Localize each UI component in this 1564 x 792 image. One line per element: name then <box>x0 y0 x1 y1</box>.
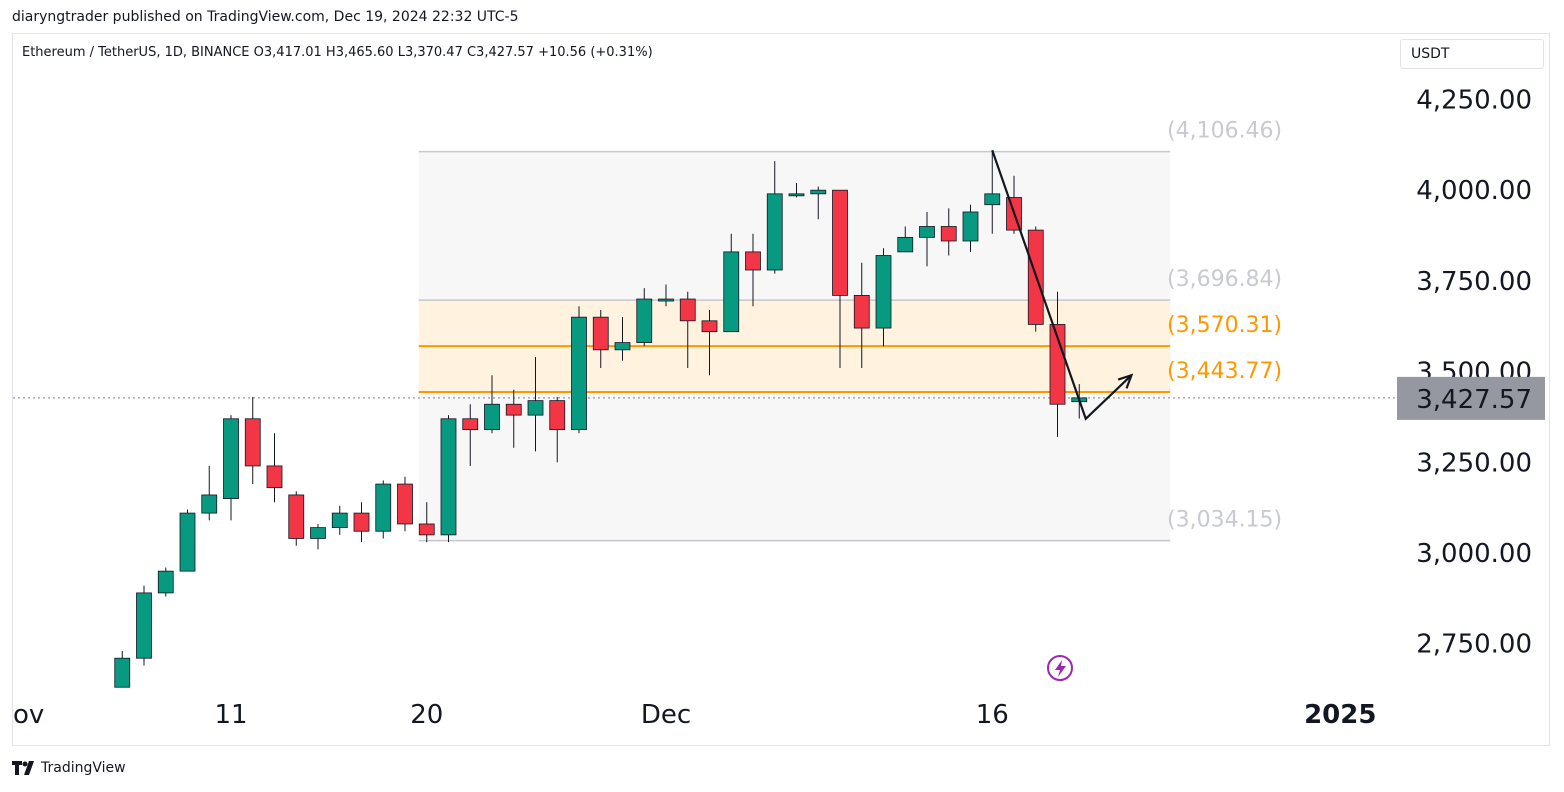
candle-body-5 <box>223 418 239 499</box>
candle-body-8 <box>288 494 305 539</box>
candle-body-15 <box>440 418 457 536</box>
fib-label-2: (3,570.31) <box>1167 313 1282 338</box>
projection-path <box>991 149 1133 421</box>
lightning-icon[interactable] <box>1047 655 1073 681</box>
candle-body-28 <box>723 251 740 333</box>
fib-zone-upper <box>418 151 1171 301</box>
y-tick-label-5: 3,000.00 <box>1416 539 1532 569</box>
candle-body-33 <box>832 189 848 296</box>
x-tick-label-4: 16 <box>976 700 1009 730</box>
candle-body-6 <box>244 418 261 467</box>
candle-body-18 <box>505 403 522 416</box>
candle-body-22 <box>592 316 609 351</box>
y-tick-label-2: 3,750.00 <box>1416 267 1532 297</box>
candle-body-29 <box>745 251 761 271</box>
candle-body-30 <box>766 193 783 271</box>
footer-brand[interactable]: TradingView <box>12 760 126 776</box>
candle-body-20 <box>549 400 566 431</box>
fib-label-0: (4,106.46) <box>1167 119 1282 144</box>
candle-body-40 <box>984 193 1001 206</box>
candle-body-10 <box>331 512 348 529</box>
current-price-label: 3,427.57 <box>1416 385 1532 415</box>
candle-body-34 <box>853 295 870 329</box>
candle-body-26 <box>679 298 696 322</box>
candle-body-0 <box>114 657 131 688</box>
candle-body-37 <box>919 226 935 238</box>
candle-body-2 <box>157 570 174 594</box>
candle-body-11 <box>353 512 370 532</box>
candle-body-32 <box>810 189 827 195</box>
x-tick-label-5: 2025 <box>1304 700 1376 730</box>
currency-selector[interactable]: USDT <box>1400 39 1544 69</box>
candle-body-13 <box>397 483 413 525</box>
fib-label-4: (3,034.15) <box>1167 508 1282 533</box>
candle-body-19 <box>527 400 544 416</box>
y-tick-label-6: 2,750.00 <box>1416 630 1532 660</box>
tradingview-logo-icon <box>12 761 34 775</box>
candle-body-12 <box>375 483 392 532</box>
candle-body-16 <box>462 418 479 431</box>
candle-body-38 <box>940 226 957 242</box>
x-tick-label-0: ov <box>13 700 44 730</box>
x-tick-label-1: 11 <box>214 700 247 730</box>
y-tick-label-0: 4,250.00 <box>1416 86 1532 116</box>
candle-body-23 <box>614 342 631 351</box>
candle-body-1 <box>136 592 152 659</box>
x-tick-label-2: 20 <box>410 700 443 730</box>
candle-body-36 <box>897 236 914 253</box>
candle-body-27 <box>701 320 718 333</box>
current-price-badge <box>1397 376 1545 420</box>
fib-label-1: (3,696.84) <box>1167 267 1282 292</box>
candle-body-14 <box>418 523 435 536</box>
footer-brand-label: TradingView <box>41 760 126 776</box>
candle-body-7 <box>266 465 283 489</box>
x-tick-label-3: Dec <box>641 700 691 730</box>
candle-body-21 <box>571 316 587 431</box>
candle-body-3 <box>179 512 196 572</box>
candle-body-17 <box>484 403 500 431</box>
candle-body-31 <box>788 193 805 197</box>
candle-body-35 <box>875 255 892 329</box>
candle-body-9 <box>310 527 326 539</box>
publisher-header: diaryngtrader published on TradingView.c… <box>12 9 519 25</box>
fib-zone-lower <box>418 392 1171 541</box>
candle-body-43 <box>1049 324 1066 405</box>
chart-frame <box>12 33 1550 746</box>
candle-body-25 <box>658 298 674 302</box>
candle-body-4 <box>201 494 218 514</box>
y-tick-label-4: 3,250.00 <box>1416 448 1532 478</box>
projection-arrowhead <box>1117 373 1134 389</box>
fib-label-3: (3,443.77) <box>1167 359 1282 384</box>
symbol-legend: Ethereum / TetherUS, 1D, BINANCE O3,417.… <box>22 45 653 60</box>
candle-body-39 <box>962 211 979 242</box>
y-tick-label-1: 4,000.00 <box>1416 176 1532 206</box>
candle-body-24 <box>636 298 653 343</box>
